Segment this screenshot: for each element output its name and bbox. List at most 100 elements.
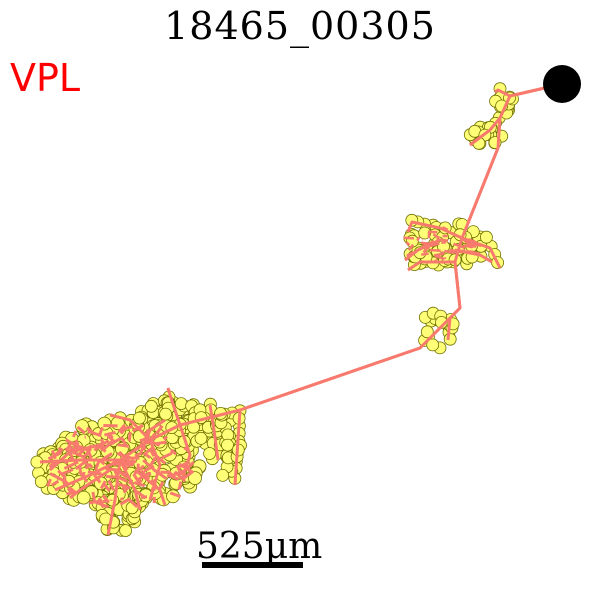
- neuron-branch: [155, 425, 164, 435]
- neuron-branch: [149, 450, 156, 457]
- region-label: VPL: [10, 56, 81, 100]
- neuron-branch: [407, 260, 455, 272]
- neuron-branch: [105, 467, 121, 472]
- neuron-branch: [120, 437, 127, 446]
- neuron-branch: [405, 241, 411, 247]
- neuron-branch: [138, 418, 166, 456]
- scale-bar: [202, 562, 303, 568]
- neuron-node: [76, 490, 91, 505]
- neuron-branch: [108, 439, 116, 445]
- neuron-branch: [178, 462, 194, 474]
- neuron-node: [479, 230, 493, 244]
- neuron-branch: [76, 425, 86, 435]
- neuron-branch: [469, 117, 502, 147]
- neuron-branch: [99, 480, 107, 490]
- neuron-branch: [65, 457, 74, 463]
- neuron-branch: [186, 461, 195, 470]
- neuron-branch: [91, 491, 96, 502]
- neuron-branch: [120, 460, 129, 471]
- neuron-branch: [177, 481, 183, 490]
- neuron-branch: [446, 317, 452, 341]
- neuron-branch: [69, 468, 111, 500]
- neuron-branch: [66, 490, 79, 496]
- neuron-branch: [118, 459, 142, 511]
- neuron-branch: [233, 409, 242, 486]
- neuron-node: [203, 447, 217, 460]
- neuron-branch: [87, 429, 102, 438]
- neuron-branch: [420, 252, 429, 256]
- neuron-branch: [465, 249, 472, 255]
- neuron-branch: [142, 451, 152, 459]
- neuron-branch: [131, 423, 144, 433]
- neuron-branch: [84, 462, 93, 470]
- neuron-node: [420, 325, 434, 339]
- neuron-branch: [406, 251, 415, 257]
- neuron-branch: [122, 454, 135, 467]
- neuron-branch: [127, 498, 139, 509]
- neuron-branch: [169, 491, 182, 499]
- neuron-branch: [154, 454, 167, 465]
- neuron-branch: [46, 478, 52, 487]
- soma-marker: [543, 65, 581, 103]
- neuron-branch: [161, 451, 173, 460]
- neuron-branch: [166, 473, 180, 481]
- neuron-branch: [66, 445, 82, 453]
- neuron-branch: [183, 446, 190, 453]
- neuron-branch: [442, 226, 449, 231]
- neuron-branch: [406, 220, 463, 240]
- neuron-branch: [432, 233, 440, 240]
- neuron-node: [144, 399, 158, 413]
- neuron-branch: [142, 458, 155, 471]
- neuron-branch: [60, 467, 74, 476]
- neuron-branch: [115, 481, 131, 490]
- neuron-branch: [444, 249, 455, 255]
- neuron-branch: [436, 255, 445, 261]
- neuron-branch: [112, 457, 125, 467]
- neuron-branch: [150, 487, 156, 492]
- neuron-branch: [122, 486, 129, 494]
- neuron-branch: [169, 448, 177, 456]
- neuron-node: [194, 431, 208, 445]
- neuron-branch: [434, 250, 445, 259]
- neuron-branch: [81, 471, 86, 478]
- neuron-branch: [135, 471, 151, 482]
- neuron-branch: [416, 236, 421, 242]
- neuron-branch: [57, 469, 67, 479]
- neuron-node: [426, 338, 440, 352]
- neuron-branch: [106, 475, 120, 479]
- neuron-branch: [133, 481, 146, 488]
- neuron-branch: [153, 479, 157, 486]
- neuron-branch: [50, 460, 59, 467]
- neuron-branch: [453, 242, 466, 249]
- neuron-node: [188, 471, 202, 486]
- neuron-branch: [407, 243, 415, 251]
- neuron-branch: [71, 481, 76, 486]
- neuron-node: [132, 411, 146, 425]
- neuron-branch: [149, 432, 157, 441]
- neuron-branch: [441, 240, 447, 245]
- neuron-branch: [127, 432, 132, 442]
- neuron-branch: [429, 248, 441, 252]
- neuron-branch: [94, 460, 101, 471]
- figure-title: 18465_00305: [164, 4, 436, 48]
- neuron-branch: [142, 445, 147, 451]
- neuron-branch: [74, 451, 86, 459]
- neuron-branch: [494, 88, 511, 98]
- neuron-branch: [49, 472, 66, 483]
- neuron-branch: [173, 470, 186, 483]
- neuron-branch: [71, 450, 76, 455]
- neuron-branch: [138, 479, 143, 484]
- neuron-branch: [66, 487, 74, 495]
- neuron-branch: [403, 236, 415, 240]
- neuron-branch: [429, 242, 440, 248]
- neuron-branch: [48, 464, 55, 469]
- neuron-branch: [74, 457, 90, 470]
- neuron-node: [97, 416, 112, 431]
- neuron-branch: [109, 413, 152, 442]
- neuron-branch: [145, 446, 154, 454]
- neuron-branch: [121, 425, 134, 431]
- neuron-node: [216, 468, 230, 482]
- neuron-branch: [86, 444, 93, 454]
- neuron-branch: [449, 248, 456, 253]
